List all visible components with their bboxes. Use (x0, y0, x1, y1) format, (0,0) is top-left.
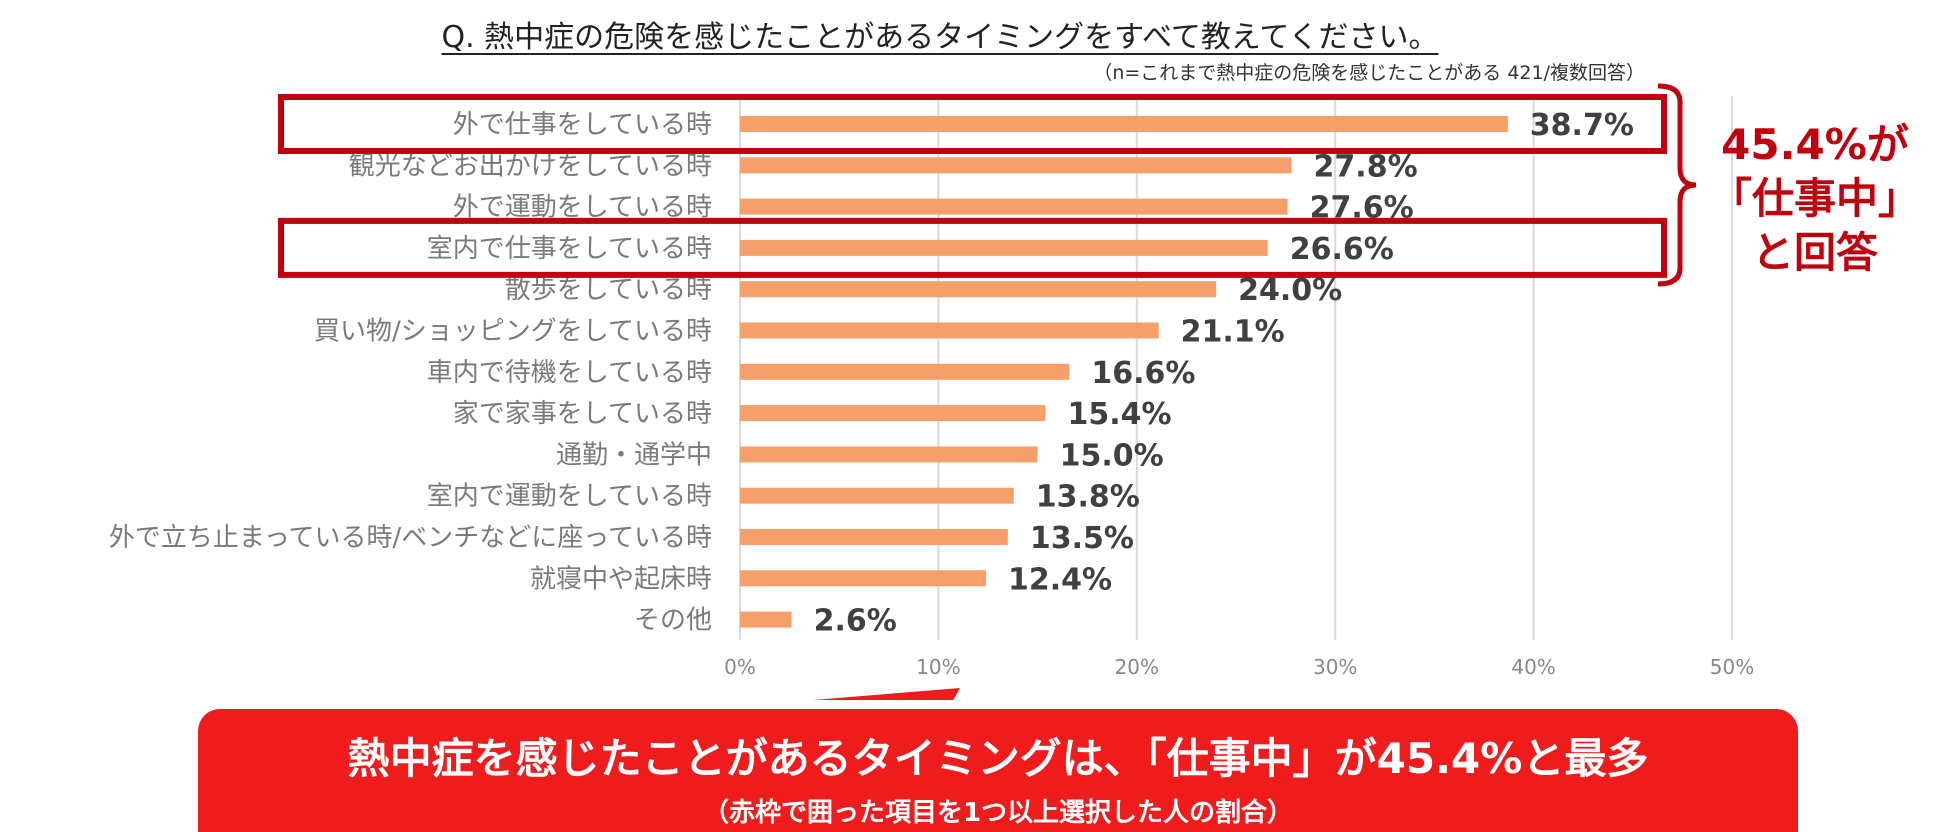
highlight-boxes (278, 94, 1667, 278)
bar (740, 157, 1292, 174)
banner-sub-text: （赤枠で囲った項目を1つ以上選択した人の割合） (702, 798, 1294, 828)
value-labels: 38.7%27.8%27.6%26.6%24.0%21.1%16.6%15.4%… (814, 108, 1634, 639)
value-label: 27.8% (1314, 149, 1418, 184)
category-label: 就寝中や起床時 (530, 564, 712, 594)
callout-bracket (1657, 83, 1697, 287)
category-label: 散歩をしている時 (505, 275, 712, 305)
category-label: 観光などお出かけをしている時 (349, 151, 712, 181)
value-label: 2.6% (814, 604, 897, 639)
value-label: 13.8% (1036, 480, 1140, 515)
bars (740, 116, 1508, 628)
bar (740, 322, 1159, 339)
value-label: 24.0% (1238, 273, 1342, 308)
value-label: 15.0% (1060, 438, 1164, 473)
bar (740, 405, 1046, 422)
bar (740, 529, 1008, 545)
x-tick-label: 50% (1710, 655, 1754, 679)
x-tick-label: 0% (724, 655, 756, 679)
highlight-box (278, 94, 1667, 154)
callout-line-1: 45.4%が (1721, 120, 1909, 169)
bar (740, 281, 1217, 298)
category-label: 家で家事をしている時 (453, 399, 712, 429)
callout-text: 45.4%が 「仕事中」 と回答 (1700, 118, 1930, 280)
category-label: 車内で待機をしている時 (427, 358, 712, 388)
value-label: 15.4% (1068, 397, 1172, 432)
callout-line-2: 「仕事中」 (1709, 174, 1920, 223)
category-label: 通勤・通学中 (556, 440, 712, 470)
bar (740, 570, 987, 587)
value-label: 16.6% (1091, 356, 1195, 391)
banner-pointer (813, 688, 960, 700)
bar (740, 363, 1070, 380)
category-label: 外で運動をしている時 (453, 193, 712, 223)
category-label: 室内で仕事をしている時 (427, 234, 712, 264)
bar (740, 446, 1038, 463)
x-tick-label: 10% (916, 655, 960, 679)
value-label: 26.6% (1290, 232, 1394, 267)
value-label: 12.4% (1008, 562, 1112, 597)
highlight-box (278, 217, 1667, 278)
value-label: 38.7% (1530, 108, 1634, 143)
x-tick-label: 40% (1511, 655, 1555, 679)
sample-note: （n=これまで熱中症の危険を感じたことがある 421/複数回答） (1093, 62, 1645, 84)
bar (740, 487, 1014, 504)
category-labels: 外で仕事をしている時観光などお出かけをしている時外で運動をしている時室内で仕事を… (109, 110, 712, 636)
bar (740, 611, 792, 628)
banner-main-text: 熱中症を感じたことがあるタイミングは、「仕事中」が45.4%と最多 (347, 734, 1649, 783)
summary-banner: 熱中症を感じたことがあるタイミングは、「仕事中」が45.4%と最多 （赤枠で囲っ… (198, 709, 1798, 832)
bar (740, 198, 1288, 215)
x-axis-ticks: 0% 10% 20% 30% 40% 50% (724, 655, 1754, 679)
x-tick-label: 20% (1115, 655, 1159, 679)
callout-line-3: と回答 (1751, 228, 1878, 277)
category-label: 外で仕事をしている時 (453, 110, 712, 140)
category-label: 外で立ち止まっている時/ベンチなどに座っている時 (109, 523, 712, 553)
category-label: 室内で運動をしている時 (427, 482, 712, 512)
bar-chart: 外で仕事をしている時観光などお出かけをしている時外で運動をしている時室内で仕事を… (109, 83, 1754, 700)
category-label: その他 (634, 606, 712, 636)
value-label: 21.1% (1181, 315, 1285, 350)
bar (740, 116, 1508, 132)
chart-title: Q. 熱中症の危険を感じたことがあるタイミングをすべて教えてください。 (441, 20, 1439, 55)
bar (740, 239, 1268, 256)
x-tick-label: 30% (1313, 655, 1357, 679)
value-label: 13.5% (1030, 521, 1134, 556)
category-label: 買い物/ショッピングをしている時 (314, 317, 712, 347)
